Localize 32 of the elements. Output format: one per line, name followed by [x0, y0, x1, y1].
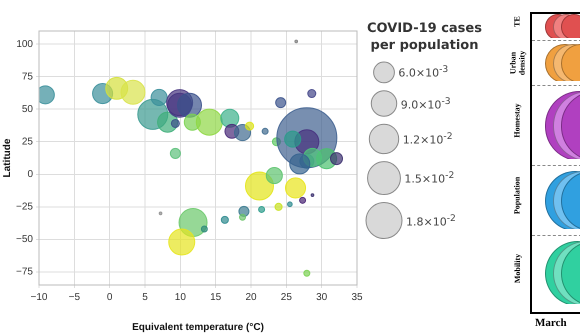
x-tick-label: 25	[280, 292, 292, 303]
category-label: Urban density	[508, 49, 526, 77]
x-tick-label: −5	[68, 292, 80, 303]
y-tick-label: 100	[16, 38, 34, 50]
category-label: Mobility	[512, 252, 522, 285]
text: March	[535, 317, 567, 329]
y-tick-label: 25	[22, 136, 34, 148]
y-tick-label: −75	[16, 266, 34, 278]
legend-label: 6.0×10$^{-3}$	[398, 64, 448, 80]
category-label: Homestay	[512, 102, 522, 140]
x-tick-label: 5	[142, 292, 148, 303]
x-axis-title: Equivalent temperature (°C)	[132, 322, 264, 333]
legend-label: 1.8×10$^{-2}$	[406, 212, 456, 228]
legend-label: 9.0×10$^{-3}$	[400, 96, 451, 112]
x-tick-label: 0	[106, 292, 113, 303]
y-axis-title: Latitude	[2, 138, 13, 178]
x-tick-label: 30	[316, 292, 328, 303]
y-tick-label: −50	[16, 234, 34, 246]
x-tick-label: −10	[30, 292, 48, 303]
y-tick-label: 0	[27, 169, 34, 180]
category-label: Population	[512, 176, 522, 216]
y-tick-label: 75	[22, 71, 34, 82]
legend-label: 1.5×10$^{-2}$	[404, 170, 454, 186]
y-tick-label: 50	[22, 104, 34, 115]
x-tick-label: 35	[351, 292, 363, 303]
x-tick-label: 10	[174, 292, 186, 303]
category-label: TE	[512, 15, 522, 29]
y-tick-label: −25	[16, 202, 34, 213]
legend-label: 1.2×10$^{-2}$	[402, 130, 453, 147]
x-tick-label: 20	[245, 292, 257, 303]
legend-title: COVID-19 cases per population	[366, 20, 483, 54]
x-tick-label: 15	[210, 292, 222, 303]
